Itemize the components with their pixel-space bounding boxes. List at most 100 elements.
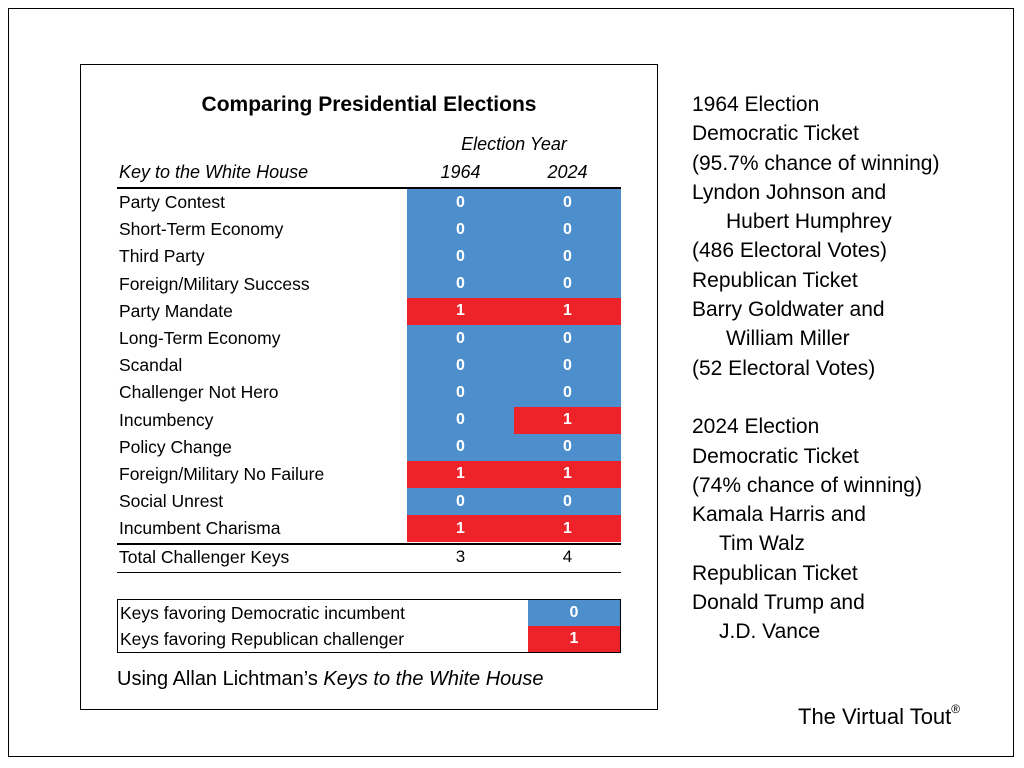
legend-row-republican: Keys favoring Republican challenger 1 — [118, 626, 620, 652]
legend-label-republican: Keys favoring Republican challenger — [120, 629, 405, 649]
total-label: Total Challenger Keys — [119, 547, 290, 567]
key-value-2024: 1 — [514, 406, 621, 434]
total-row: Total Challenger Keys 3 4 — [117, 545, 621, 571]
key-row: Challenger Not Hero 0 0 — [117, 379, 621, 407]
column-group-header: Election Year — [461, 134, 567, 154]
e2024-rep-line2: J.D. Vance — [719, 620, 821, 644]
key-label: Long-Term Economy — [119, 327, 281, 348]
key-value-2024: 1 — [514, 460, 621, 489]
key-value-2024: 0 — [514, 433, 621, 461]
key-value-1964: 0 — [407, 324, 514, 353]
e1964-dem-line2: Hubert Humphrey — [726, 210, 892, 234]
key-value-1964: 0 — [407, 270, 514, 298]
key-row: Third Party 0 0 — [117, 243, 621, 271]
key-value-2024: 0 — [514, 352, 621, 380]
column-header-2024: 2024 — [547, 162, 588, 182]
key-value-1964: 0 — [407, 189, 514, 217]
key-row: Incumbency 0 1 — [117, 406, 621, 434]
outer-frame — [8, 8, 1014, 757]
key-label: Policy Change — [119, 436, 232, 457]
brand-mark: The Virtual Tout® — [798, 702, 961, 730]
key-label: Party Mandate — [119, 300, 233, 321]
source-prefix: Using Allan Lichtman’s — [117, 668, 324, 690]
key-row: Social Unrest 0 0 — [117, 488, 621, 516]
total-divider — [117, 572, 621, 573]
e1964-dem-chance: (95.7% chance of winning) — [692, 151, 940, 175]
key-value-2024: 0 — [514, 270, 621, 298]
key-value-1964: 0 — [407, 379, 514, 407]
total-value-2024: 4 — [562, 547, 573, 566]
key-value-1964: 0 — [407, 352, 514, 380]
key-row: Scandal 0 0 — [117, 352, 621, 380]
key-value-1964: 1 — [407, 297, 514, 325]
legend-box: Keys favoring Democratic incumbent 0 Key… — [117, 599, 621, 653]
e1964-dem-label: Democratic Ticket — [692, 122, 859, 146]
summary-spacer — [692, 383, 939, 412]
row-header: Key to the White House — [119, 162, 309, 182]
key-value-2024: 0 — [514, 189, 621, 217]
key-row: Policy Change 0 0 — [117, 433, 621, 461]
key-label: Foreign/Military No Failure — [119, 463, 325, 484]
keys-table-body: Party Contest 0 0 Short-Term Economy 0 0 Third… — [117, 189, 621, 543]
legend-label-democratic: Keys favoring Democratic incumbent — [120, 603, 405, 623]
column-header-1964: 1964 — [440, 162, 481, 182]
key-label: Party Contest — [119, 192, 226, 212]
chart-panel: Comparing Presidential Elections Electio… — [80, 64, 658, 710]
e2024-rep-line1: Donald Trump and — [692, 591, 865, 615]
legend-row-democratic: Keys favoring Democratic incumbent 0 — [118, 600, 620, 626]
key-label: Third Party — [119, 246, 205, 267]
key-label: Incumbency — [119, 409, 214, 430]
key-value-2024: 0 — [514, 379, 621, 407]
total-value-1964: 3 — [455, 547, 466, 566]
e1964-rep-votes: (52 Electoral Votes) — [692, 356, 876, 380]
key-value-2024: 1 — [514, 297, 621, 325]
e1964-rep-line1: Barry Goldwater and — [692, 298, 885, 322]
key-row: Party Contest 0 0 — [117, 189, 621, 217]
e1964-rep-line2: William Miller — [726, 327, 850, 351]
e1964-dem-votes: (486 Electoral Votes) — [692, 239, 887, 263]
key-value-1964: 0 — [407, 216, 514, 244]
key-label: Social Unrest — [119, 491, 224, 512]
key-value-2024: 0 — [514, 324, 621, 353]
legend-swatch-democratic: 0 — [528, 600, 620, 626]
body-divider — [117, 543, 621, 545]
source-title: Keys to the White House — [323, 668, 544, 690]
e2024-heading: 2024 Election — [692, 415, 820, 439]
key-value-1964: 1 — [407, 515, 514, 543]
key-value-1964: 0 — [407, 243, 514, 271]
key-value-2024: 0 — [514, 488, 621, 516]
registered-mark: ® — [951, 702, 961, 716]
chart-title: Comparing Presidential Elections — [201, 93, 537, 116]
key-value-1964: 0 — [407, 406, 514, 434]
legend-swatch-republican: 1 — [528, 626, 620, 652]
brand-name: The Virtual Tout — [798, 704, 952, 729]
key-value-2024: 0 — [514, 243, 621, 271]
e2024-dem-line2: Tim Walz — [719, 532, 805, 556]
header-divider — [117, 187, 621, 189]
key-row: Short-Term Economy 0 0 — [117, 216, 621, 244]
source-note: Using Allan Lichtman’s Keys to the White… — [117, 668, 544, 691]
e1964-dem-line1: Lyndon Johnson and — [692, 180, 887, 204]
key-label: Challenger Not Hero — [119, 382, 279, 403]
key-row: Long-Term Economy 0 0 — [117, 324, 621, 353]
key-value-1964: 1 — [407, 460, 514, 489]
key-row: Party Mandate 1 1 — [117, 297, 621, 325]
e1964-heading: 1964 Election — [692, 93, 820, 116]
key-label: Short-Term Economy — [119, 219, 284, 240]
key-label: Scandal — [119, 355, 183, 376]
key-value-2024: 0 — [514, 216, 621, 244]
key-value-2024: 1 — [514, 515, 621, 543]
e2024-dem-line1: Kamala Harris and — [692, 503, 866, 527]
e2024-dem-label: Democratic Ticket — [692, 444, 859, 468]
key-label: Incumbent Charisma — [119, 518, 281, 539]
key-row: Incumbent Charisma 1 1 — [117, 515, 621, 543]
key-value-1964: 0 — [407, 433, 514, 461]
key-label: Foreign/Military Success — [119, 273, 310, 294]
key-row: Foreign/Military No Failure 1 1 — [117, 460, 621, 489]
key-row: Foreign/Military Success 0 0 — [117, 270, 621, 298]
e1964-rep-label: Republican Ticket — [692, 268, 858, 292]
key-value-1964: 0 — [407, 488, 514, 516]
e2024-dem-chance: (74% chance of winning) — [692, 473, 922, 497]
e2024-rep-label: Republican Ticket — [692, 561, 858, 585]
election-summary: 1964 Election Democratic Ticket (95.7% c… — [692, 90, 939, 647]
